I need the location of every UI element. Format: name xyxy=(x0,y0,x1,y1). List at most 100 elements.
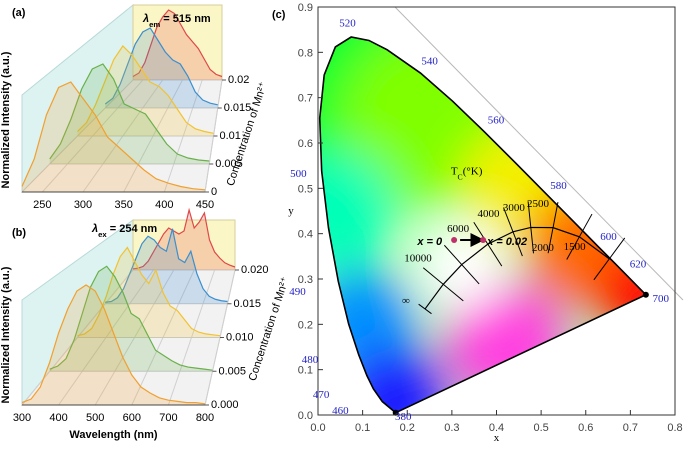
spectrum-line xyxy=(49,265,213,371)
curve-fill xyxy=(133,10,222,80)
x-tick-label: 450 xyxy=(196,199,214,211)
z-tick-label: 0.02 xyxy=(228,74,249,86)
y-axis-label: y xyxy=(288,205,294,217)
spectrum-line xyxy=(21,81,206,191)
x-tick-label: 0.4 xyxy=(489,422,504,434)
point-label: x = 0.02 xyxy=(486,236,527,248)
annotation-subscript: em xyxy=(149,20,160,29)
spectrum-line xyxy=(49,63,210,162)
isotherm xyxy=(473,222,503,267)
x-tick-label: 600 xyxy=(123,412,141,424)
annotation-symbol: λ xyxy=(142,13,149,25)
wavelength-label: 460 xyxy=(332,405,349,417)
temperature-label: 1500 xyxy=(564,241,587,253)
z-tick-label: 0 xyxy=(211,186,217,198)
x-tick-label: 0.6 xyxy=(578,422,593,434)
x-tick-label: 800 xyxy=(196,412,214,424)
wavelength-label: 500 xyxy=(290,168,307,180)
y-tick-label: 0.5 xyxy=(298,183,313,195)
z-tick-label: 0.020 xyxy=(241,264,269,276)
wavelength-label: 490 xyxy=(289,286,306,298)
x-tick-label: 0.8 xyxy=(667,422,682,434)
wavelength-label: 540 xyxy=(421,56,438,68)
annotation: λem = 515 nm xyxy=(142,13,211,29)
isotherm xyxy=(418,303,432,315)
wavelength-label: 470 xyxy=(313,389,330,401)
curve-fill xyxy=(105,28,218,108)
y-tick-label: 0.9 xyxy=(298,2,313,14)
isotherm xyxy=(593,237,626,281)
wavelength-label: 700 xyxy=(652,293,669,305)
color-blob xyxy=(319,151,396,271)
annotation-symbol: λ xyxy=(91,223,98,235)
x-tick-label: 500 xyxy=(86,412,104,424)
x-tick-label: 300 xyxy=(74,199,92,211)
x-tick-label: 700 xyxy=(159,412,177,424)
spectrum-line xyxy=(77,45,214,134)
curve-fill xyxy=(77,247,220,338)
x-tick-label: 0.1 xyxy=(355,422,370,434)
isotherm xyxy=(422,267,464,302)
x-tick-label: 0.5 xyxy=(533,422,548,434)
wavelength-label: 560 xyxy=(488,115,505,127)
x-axis-label: x xyxy=(494,432,500,444)
point-label: x = 0 xyxy=(416,236,443,248)
curve-fill xyxy=(49,266,213,372)
z-tick-label: 0.005 xyxy=(219,365,247,377)
y-tick-label: 0.0 xyxy=(298,410,313,422)
z-tick-label: 0.01 xyxy=(220,130,241,142)
y-tick-label: 0.4 xyxy=(298,229,313,241)
curve-fill xyxy=(77,46,214,136)
temperature-title-subscript: C xyxy=(458,172,463,181)
spectral-locus xyxy=(318,36,648,414)
locus-end xyxy=(392,409,399,416)
annotation: λex = 254 nm xyxy=(91,223,157,239)
wavelength-label: 600 xyxy=(600,231,617,243)
temperature-label: 4000 xyxy=(477,208,500,220)
temperature-title: TC(°K) xyxy=(451,166,483,182)
x-tick-label: 300 xyxy=(13,412,31,424)
curve-fill xyxy=(49,64,210,164)
temperature-title-symbol: T xyxy=(451,166,458,178)
isotherm xyxy=(566,213,593,260)
y-tick-label: 0.2 xyxy=(298,319,313,331)
point xyxy=(451,237,458,244)
annotation-subscript: ex xyxy=(98,230,107,239)
x-tick-label: 250 xyxy=(33,199,51,211)
x-tick-label: 0.2 xyxy=(400,422,415,434)
spectrum-line xyxy=(21,284,206,405)
z-tick-label: 0.000 xyxy=(211,399,239,411)
z-tick-label: 0.010 xyxy=(226,332,254,344)
isotherm xyxy=(547,202,559,254)
curve-fill xyxy=(133,210,235,270)
isotherm xyxy=(503,207,523,257)
z-axis-label: Concentration of Mn²⁺ xyxy=(247,275,292,382)
y-tick-label: 0.7 xyxy=(298,93,313,105)
wavelength-label: 480 xyxy=(302,354,319,366)
y-tick-label: 0.8 xyxy=(298,47,313,59)
x-tick-label: 400 xyxy=(155,199,173,211)
y-tick-label: 0.6 xyxy=(298,138,313,150)
temperature-label: 3000 xyxy=(503,202,526,214)
wavelength-label: 380 xyxy=(395,411,412,423)
temperature-title-text: (°K) xyxy=(463,166,483,178)
wavelength-label: 620 xyxy=(630,259,647,271)
locus-end xyxy=(642,291,649,298)
spectrum-line xyxy=(105,228,228,303)
wavelength-label: 580 xyxy=(550,180,567,192)
curve-fill xyxy=(22,285,205,405)
isotherm xyxy=(527,201,535,254)
x-axis-label: Wavelength (nm) xyxy=(69,429,158,441)
spectrum-line xyxy=(77,246,221,337)
annotation-text: = 515 nm xyxy=(160,13,211,25)
curve-fill xyxy=(22,82,205,192)
temperature-label: 6000 xyxy=(447,223,470,235)
diagonal-line xyxy=(394,6,684,301)
temperature-label: ∞ xyxy=(402,295,410,307)
y-axis-label: Normalized Intensity (a.u.) xyxy=(0,266,12,403)
x-tick-label: 0.3 xyxy=(444,422,459,434)
x-tick-label: 0.0 xyxy=(310,422,325,434)
spectrum-line xyxy=(132,9,223,78)
